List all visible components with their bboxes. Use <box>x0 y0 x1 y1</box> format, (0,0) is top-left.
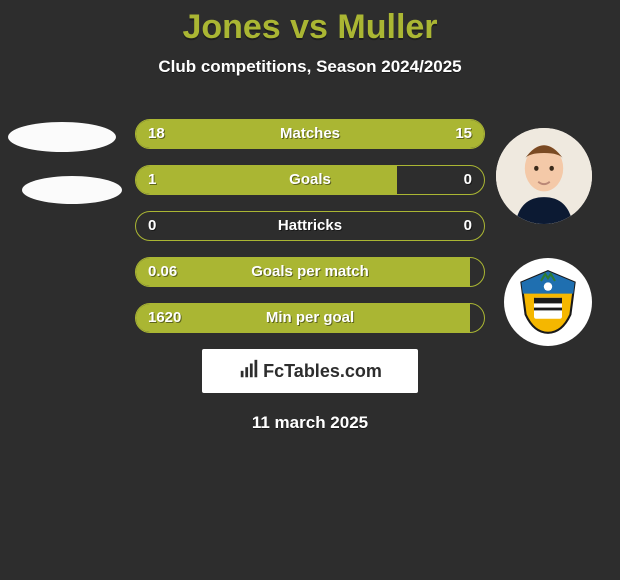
stat-label: Goals <box>136 166 484 195</box>
brand-text: FcTables.com <box>263 361 382 382</box>
stat-row: 0Hattricks0 <box>135 211 485 241</box>
person-icon <box>496 128 592 224</box>
stat-label: Matches <box>136 120 484 149</box>
player2-avatar <box>496 128 592 224</box>
stat-value-right: 0 <box>464 166 472 195</box>
bar-chart-icon <box>238 358 260 385</box>
stat-bars: 18Matches151Goals00Hattricks00.06Goals p… <box>135 119 485 333</box>
brand-badge[interactable]: FcTables.com <box>202 349 418 393</box>
player2-club-crest <box>504 258 592 346</box>
stat-value-right: 0 <box>464 212 472 241</box>
stat-label: Min per goal <box>136 304 484 333</box>
player1-club-placeholder <box>22 176 122 204</box>
stat-label: Hattricks <box>136 212 484 241</box>
player1-avatar-placeholder <box>8 122 116 152</box>
stat-label: Goals per match <box>136 258 484 287</box>
stat-value-right: 15 <box>455 120 472 149</box>
stat-row: 18Matches15 <box>135 119 485 149</box>
stat-row: 1Goals0 <box>135 165 485 195</box>
stat-row: 0.06Goals per match <box>135 257 485 287</box>
card-date: 11 march 2025 <box>0 413 620 433</box>
card-subtitle: Club competitions, Season 2024/2025 <box>0 57 620 77</box>
stat-row: 1620Min per goal <box>135 303 485 333</box>
crest-icon <box>513 267 583 337</box>
card-title: Jones vs Muller <box>0 8 620 47</box>
